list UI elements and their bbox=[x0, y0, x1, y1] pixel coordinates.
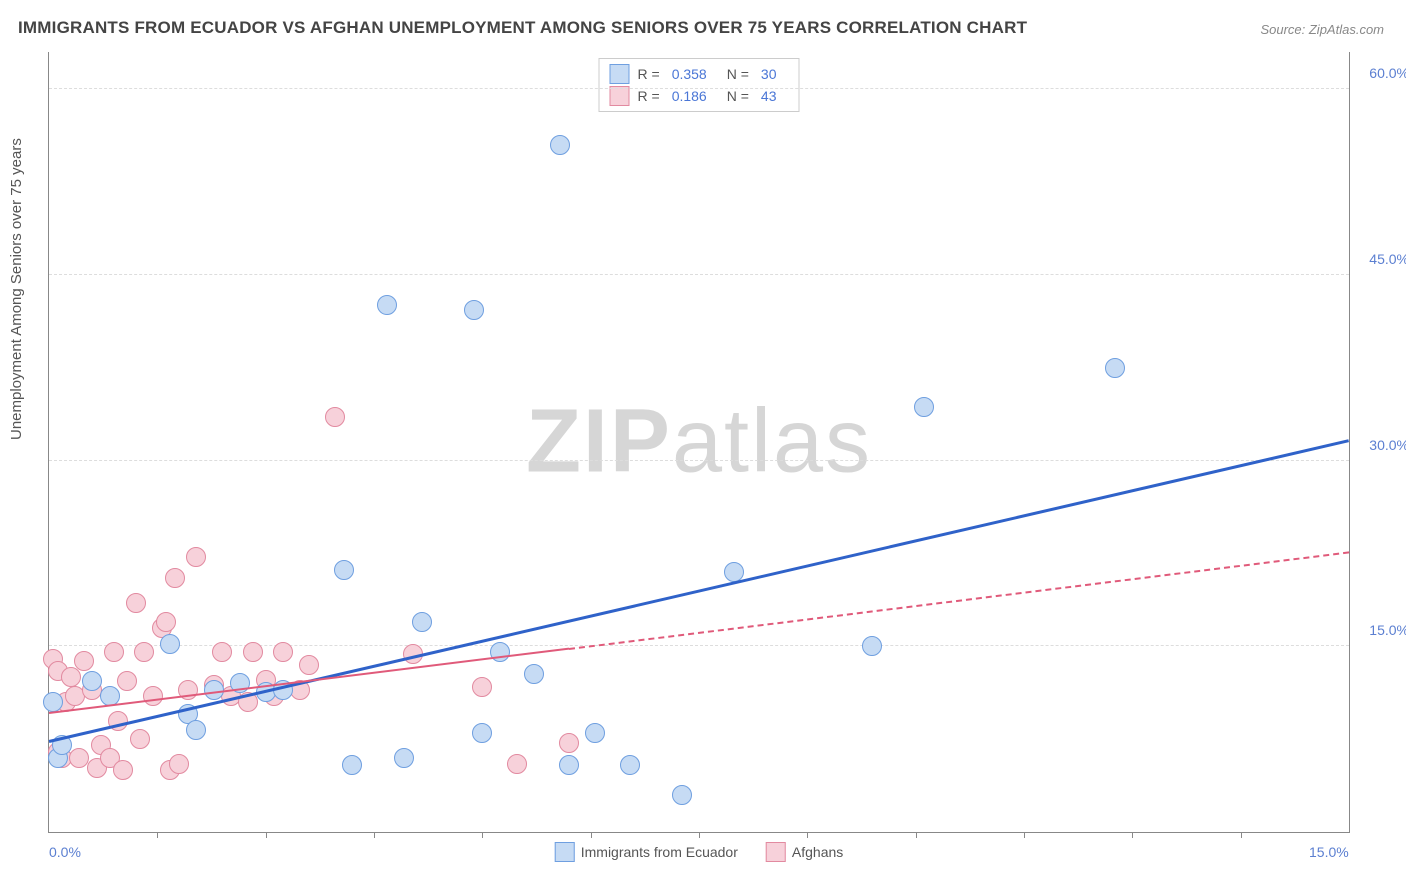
data-point bbox=[212, 642, 232, 662]
data-point bbox=[472, 677, 492, 697]
data-point bbox=[117, 671, 137, 691]
legend-label: Immigrants from Ecuador bbox=[581, 844, 738, 860]
x-tick-mark bbox=[374, 832, 375, 838]
data-point bbox=[334, 560, 354, 580]
x-tick-label: 15.0% bbox=[1309, 844, 1349, 860]
data-point bbox=[156, 612, 176, 632]
x-tick-mark bbox=[699, 832, 700, 838]
series-legend: Immigrants from Ecuador Afghans bbox=[555, 842, 844, 862]
y-tick-label: 60.0% bbox=[1354, 65, 1406, 81]
y-tick-label: 45.0% bbox=[1354, 251, 1406, 267]
data-point bbox=[160, 634, 180, 654]
x-tick-mark bbox=[591, 832, 592, 838]
correlation-legend: R =0.358 N =30 R =0.186 N =43 bbox=[599, 58, 800, 112]
gridline bbox=[49, 460, 1349, 461]
data-point bbox=[299, 655, 319, 675]
data-point bbox=[169, 754, 189, 774]
data-point bbox=[143, 686, 163, 706]
data-point bbox=[914, 397, 934, 417]
data-point bbox=[82, 671, 102, 691]
gridline bbox=[49, 274, 1349, 275]
data-point bbox=[412, 612, 432, 632]
swatch-icon bbox=[766, 842, 786, 862]
x-tick-mark bbox=[1132, 832, 1133, 838]
x-tick-mark bbox=[1241, 832, 1242, 838]
x-tick-mark bbox=[916, 832, 917, 838]
data-point bbox=[394, 748, 414, 768]
data-point bbox=[342, 755, 362, 775]
data-point bbox=[325, 407, 345, 427]
data-point bbox=[74, 651, 94, 671]
data-point bbox=[585, 723, 605, 743]
data-point bbox=[490, 642, 510, 662]
data-point bbox=[464, 300, 484, 320]
data-point bbox=[559, 755, 579, 775]
data-point bbox=[126, 593, 146, 613]
legend-label: Afghans bbox=[792, 844, 843, 860]
scatter-plot-area: ZIPatlas R =0.358 N =30 R =0.186 N =43 I… bbox=[48, 52, 1350, 833]
x-tick-mark bbox=[1024, 832, 1025, 838]
x-tick-mark bbox=[266, 832, 267, 838]
data-point bbox=[672, 785, 692, 805]
data-point bbox=[524, 664, 544, 684]
data-point bbox=[1105, 358, 1125, 378]
x-tick-mark bbox=[482, 832, 483, 838]
swatch-icon bbox=[555, 842, 575, 862]
legend-row-ecuador: R =0.358 N =30 bbox=[610, 63, 789, 85]
data-point bbox=[273, 642, 293, 662]
data-point bbox=[186, 720, 206, 740]
data-point bbox=[620, 755, 640, 775]
data-point bbox=[862, 636, 882, 656]
watermark: ZIPatlas bbox=[526, 391, 872, 494]
data-point bbox=[472, 723, 492, 743]
y-tick-label: 15.0% bbox=[1354, 622, 1406, 638]
x-tick-mark bbox=[807, 832, 808, 838]
data-point bbox=[104, 642, 124, 662]
y-axis-label: Unemployment Among Seniors over 75 years bbox=[8, 138, 25, 440]
trend-line bbox=[569, 551, 1349, 650]
y-tick-label: 30.0% bbox=[1354, 437, 1406, 453]
data-point bbox=[43, 692, 63, 712]
gridline bbox=[49, 88, 1349, 89]
chart-title: IMMIGRANTS FROM ECUADOR VS AFGHAN UNEMPL… bbox=[18, 18, 1027, 38]
data-point bbox=[559, 733, 579, 753]
data-point bbox=[113, 760, 133, 780]
data-point bbox=[550, 135, 570, 155]
data-point bbox=[61, 667, 81, 687]
data-point bbox=[507, 754, 527, 774]
swatch-icon bbox=[610, 64, 630, 84]
x-tick-mark bbox=[157, 832, 158, 838]
trend-line bbox=[49, 439, 1350, 743]
data-point bbox=[186, 547, 206, 567]
data-point bbox=[377, 295, 397, 315]
data-point bbox=[243, 642, 263, 662]
x-tick-label: 0.0% bbox=[49, 844, 81, 860]
data-point bbox=[134, 642, 154, 662]
data-point bbox=[130, 729, 150, 749]
data-point bbox=[165, 568, 185, 588]
legend-item-ecuador: Immigrants from Ecuador bbox=[555, 842, 738, 862]
source-attribution: Source: ZipAtlas.com bbox=[1260, 22, 1384, 37]
legend-item-afghans: Afghans bbox=[766, 842, 843, 862]
